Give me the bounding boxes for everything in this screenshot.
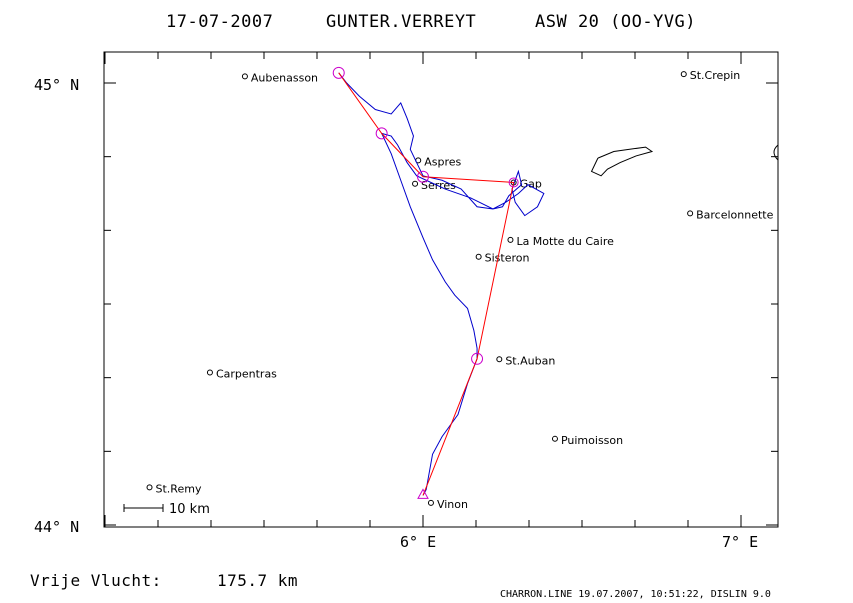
town-marker [412, 180, 419, 187]
scale-label: 10 km [169, 502, 210, 517]
town-marker [507, 236, 514, 243]
title-date: 17-07-2007 [166, 12, 273, 32]
map-frame [103, 51, 779, 528]
flight-track [338, 72, 545, 496]
credit-line: CHARRON.LINE 19.07.2007, 10:51:22, DISLI… [500, 589, 771, 600]
finish-marker [417, 488, 429, 499]
distance-value: 175.7 km [217, 571, 298, 590]
task-route [338, 72, 515, 496]
town-label: Carpentras [216, 368, 277, 381]
lat-label-bottom: 44° N [34, 518, 79, 536]
town-label: St.Crepin [690, 69, 741, 82]
turnpoint-layer [332, 66, 519, 499]
town-label: Aspres [424, 155, 461, 168]
lake-outline [590, 146, 654, 177]
town-marker [551, 435, 558, 442]
town-marker [496, 356, 503, 363]
lon-label-right: 7° E [722, 533, 758, 551]
town-marker [680, 71, 687, 78]
town-label: St.Auban [505, 354, 555, 367]
town-label: Gap [520, 177, 542, 190]
lon-label-left: 6° E [400, 533, 436, 551]
axis-ticks [104, 52, 778, 527]
town-marker [475, 253, 482, 260]
town-marker [241, 73, 248, 80]
town-marker [206, 369, 213, 376]
town-marker [687, 210, 694, 217]
distance-label: Vrije Vlucht: [30, 571, 162, 590]
town-label: Puimoisson [561, 434, 623, 447]
lat-label-top: 45° N [34, 76, 79, 94]
title-glider: ASW 20 (OO-YVG) [535, 12, 696, 32]
town-label: St.Remy [156, 482, 202, 495]
town-label: Barcelonnette [696, 208, 774, 221]
turnpoint-marker [508, 177, 519, 188]
title-pilot: GUNTER.VERREYT [326, 12, 476, 32]
town-marker [427, 499, 434, 506]
turnpoint-marker [417, 170, 429, 183]
town-label: Aubenasson [251, 71, 318, 84]
edge-feature [773, 144, 779, 161]
scale-bar: 10 km [123, 502, 210, 517]
turnpoint-marker [471, 352, 484, 365]
turnpoint-marker [375, 127, 388, 140]
town-marker [146, 484, 153, 491]
town-label: Sisteron [485, 252, 530, 265]
town-label: Vinon [437, 498, 468, 511]
turnpoint-marker [332, 66, 345, 79]
town-label: La Motte du Caire [516, 235, 614, 248]
